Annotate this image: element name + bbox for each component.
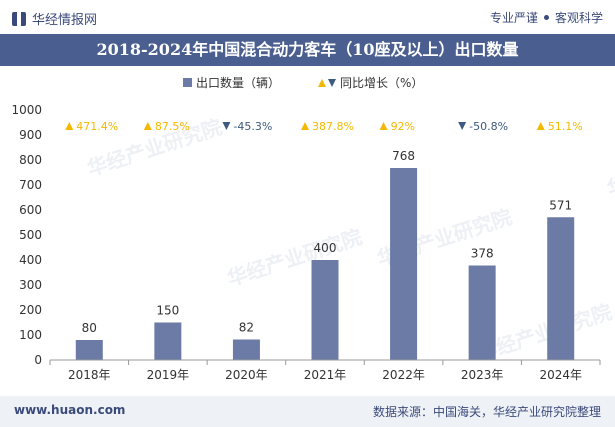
logo[interactable]: 华经情报网: [12, 9, 97, 28]
bar-value-label-5: 378: [471, 247, 494, 261]
x-tick-label-3: 2021年: [304, 368, 347, 382]
y-tick-label-7: 700: [19, 178, 42, 192]
growth-up-icon-4: [379, 122, 388, 130]
x-tick-label-5: 2023年: [461, 368, 504, 382]
bar-5: [468, 265, 496, 360]
bar-4: [390, 168, 418, 360]
growth-label-4: 92%: [391, 120, 415, 133]
growth-up-icon-6: [536, 122, 545, 130]
growth-up-icon-1: [143, 122, 152, 130]
growth-label-0: 471.4%: [76, 120, 118, 133]
x-tick-label-1: 2019年: [147, 368, 190, 382]
tagline-1: 专业严谨: [489, 11, 538, 25]
watermark-4: 华经产业研究院: [604, 135, 615, 201]
bar-0: [75, 340, 103, 360]
x-axis: 2018年 2019年 2020年 2021年 2022年 2023年 2024年: [49, 359, 601, 382]
legend-growth-label: 同比增长（%）: [340, 76, 423, 90]
bar-6: [547, 217, 575, 360]
bar-value-label-2: 82: [239, 321, 254, 335]
growth-label-6: 51.1%: [548, 120, 583, 133]
watermark-1: 华经产业研究院: [224, 225, 365, 291]
legend-up-icon: [318, 79, 326, 87]
logo-text: 华经情报网: [32, 13, 98, 28]
footer: www.huaon.com 数据来源：中国海关，华经产业研究院整理: [0, 396, 615, 427]
y-tick-label-10: 1000: [11, 103, 42, 117]
logo-icon: [12, 11, 26, 26]
legend-bar-label: 出口数量（辆）: [196, 75, 280, 90]
y-tick-label-1: 100: [19, 328, 42, 342]
tagline-2: 客观科学: [554, 11, 603, 25]
bars: 80 150 82 400 768 378 571: [75, 149, 575, 360]
growth-down-icon-5: [458, 122, 467, 130]
growth-label-5: -50.8%: [469, 120, 508, 133]
bar-value-label-1: 150: [156, 304, 179, 318]
bar-value-label-3: 400: [314, 241, 337, 255]
bar-value-label-6: 571: [549, 198, 572, 212]
y-tick-label-4: 400: [19, 253, 42, 267]
y-axis: 0 100 200 300 400 500 600 700 800 900 1000: [11, 103, 42, 367]
y-tick-label-0: 0: [34, 353, 42, 367]
legend-bar-swatch: [183, 78, 192, 87]
bar-value-label-0: 80: [82, 321, 97, 335]
growth-labels: 471.4% 87.5% -45.3% 387.8% 92% -50.8% 51.1%: [65, 120, 583, 133]
growth-up-icon-3: [301, 122, 309, 130]
chart-title: 2018-2024年中国混合动力客车（10座及以上）出口数量: [0, 34, 615, 66]
growth-label-3: 387.8%: [312, 120, 354, 133]
growth-label-1: 87.5%: [155, 120, 190, 133]
growth-up-icon-0: [65, 122, 74, 130]
y-tick-label-5: 500: [19, 228, 42, 242]
tagline: 专业严谨 客观科学: [490, 9, 603, 26]
y-tick-label-6: 600: [19, 203, 42, 217]
website-link[interactable]: www.huaon.com: [14, 403, 126, 417]
y-tick-label-9: 900: [19, 128, 42, 142]
y-tick-label-8: 800: [19, 153, 42, 167]
x-tick-label-4: 2022年: [382, 368, 425, 382]
data-source: 数据来源：中国海关，华经产业研究院整理: [372, 405, 601, 419]
bar-3: [311, 260, 339, 360]
legend: 出口数量（辆） 同比增长（%）: [183, 75, 423, 90]
growth-down-icon-2: [222, 122, 231, 130]
bar-2: [232, 339, 260, 360]
x-tick-label-0: 2018年: [68, 368, 111, 382]
dot-icon: [543, 15, 549, 20]
top-bar: 华经情报网 专业严谨 客观科学: [0, 0, 615, 34]
y-tick-label-2: 200: [19, 303, 42, 317]
bar-value-label-4: 768: [392, 149, 415, 163]
legend-down-icon: [328, 79, 336, 87]
x-tick-label-2: 2020年: [225, 368, 268, 382]
bar-1: [154, 322, 182, 360]
y-tick-label-3: 300: [19, 278, 42, 292]
x-tick-label-6: 2024年: [539, 368, 582, 382]
growth-label-2: -45.3%: [233, 120, 272, 133]
